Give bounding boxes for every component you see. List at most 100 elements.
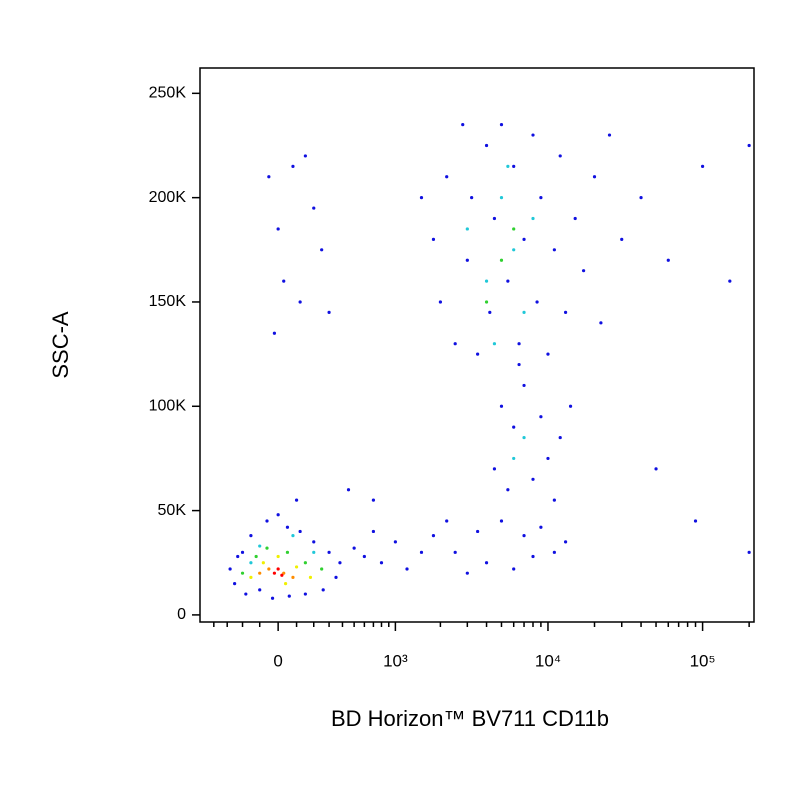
data-point bbox=[476, 352, 480, 356]
data-point bbox=[303, 154, 307, 158]
data-point bbox=[285, 550, 290, 554]
data-point bbox=[294, 498, 299, 502]
data-point bbox=[265, 519, 269, 523]
data-point bbox=[484, 143, 489, 148]
data-point bbox=[499, 258, 504, 262]
data-point bbox=[522, 383, 526, 388]
data-point bbox=[506, 164, 510, 168]
data-point bbox=[240, 571, 245, 575]
x-tick-label: 10⁵ bbox=[690, 651, 716, 670]
data-point bbox=[346, 488, 351, 492]
data-point bbox=[405, 567, 409, 571]
data-point bbox=[276, 554, 280, 559]
y-tick-label: 150K bbox=[149, 293, 187, 310]
data-point bbox=[303, 592, 307, 596]
data-point bbox=[512, 425, 516, 429]
data-point bbox=[267, 567, 271, 571]
data-point bbox=[327, 550, 331, 554]
data-point bbox=[517, 342, 521, 346]
data-point bbox=[249, 575, 253, 579]
data-point bbox=[338, 561, 342, 565]
data-point bbox=[312, 550, 316, 554]
data-point bbox=[352, 546, 356, 550]
data-point bbox=[291, 575, 295, 579]
data-point bbox=[291, 164, 295, 168]
data-point bbox=[320, 567, 324, 571]
data-point bbox=[265, 546, 269, 550]
data-point bbox=[607, 133, 612, 137]
data-point bbox=[512, 567, 516, 571]
data-point bbox=[522, 237, 526, 241]
data-point bbox=[267, 175, 271, 179]
y-tick-label: 100K bbox=[149, 397, 187, 414]
data-point bbox=[276, 227, 280, 231]
data-point bbox=[506, 488, 510, 492]
plot-frame bbox=[199, 67, 755, 623]
data-point bbox=[282, 571, 286, 575]
data-point bbox=[261, 561, 265, 565]
data-point bbox=[563, 310, 568, 314]
data-point bbox=[280, 573, 284, 577]
data-point bbox=[258, 544, 262, 548]
x-tick-label: 10³ bbox=[383, 651, 408, 670]
data-point bbox=[249, 534, 253, 538]
data-point bbox=[620, 237, 624, 241]
data-point bbox=[445, 519, 449, 523]
data-point bbox=[465, 258, 469, 262]
data-point bbox=[240, 550, 245, 554]
data-point bbox=[431, 237, 436, 241]
data-point bbox=[539, 196, 543, 200]
data-point bbox=[531, 477, 535, 481]
data-point bbox=[334, 575, 338, 579]
data-point bbox=[558, 154, 562, 158]
data-point bbox=[522, 310, 526, 314]
data-point bbox=[298, 529, 302, 534]
data-point bbox=[522, 534, 526, 538]
data-point bbox=[287, 594, 291, 598]
data-point bbox=[276, 567, 280, 571]
y-tick-label: 50K bbox=[158, 502, 187, 519]
data-point bbox=[499, 519, 504, 523]
data-point bbox=[484, 279, 489, 283]
data-point bbox=[233, 582, 237, 586]
data-point bbox=[371, 529, 376, 534]
data-point bbox=[539, 415, 543, 419]
data-point bbox=[747, 550, 751, 554]
data-point bbox=[445, 175, 449, 179]
data-point bbox=[573, 216, 577, 221]
data-point bbox=[568, 404, 573, 408]
data-point bbox=[499, 196, 504, 200]
data-point bbox=[431, 534, 436, 538]
data-point bbox=[283, 582, 288, 586]
data-point bbox=[298, 300, 302, 304]
data-point bbox=[254, 554, 258, 559]
data-point bbox=[285, 525, 290, 529]
data-point bbox=[522, 435, 526, 440]
data-point bbox=[552, 248, 556, 252]
data-point bbox=[552, 550, 556, 554]
data-point bbox=[272, 571, 277, 575]
data-point bbox=[654, 467, 658, 471]
x-tick-label: 0 bbox=[273, 651, 282, 670]
data-point bbox=[546, 456, 550, 461]
data-point bbox=[639, 196, 643, 200]
data-point bbox=[294, 565, 299, 569]
data-point bbox=[492, 467, 497, 471]
data-point bbox=[320, 248, 324, 252]
data-point bbox=[546, 352, 550, 356]
data-point bbox=[531, 554, 535, 559]
data-point bbox=[592, 175, 597, 179]
data-point bbox=[270, 596, 275, 600]
data-point bbox=[693, 519, 698, 523]
data-point bbox=[535, 300, 539, 304]
data-point bbox=[747, 143, 751, 148]
data-point bbox=[276, 513, 280, 517]
data-point bbox=[512, 227, 516, 231]
data-point bbox=[453, 342, 457, 346]
data-point bbox=[465, 571, 469, 575]
data-point bbox=[488, 310, 492, 314]
data-point bbox=[484, 561, 489, 565]
data-point bbox=[258, 571, 262, 575]
data-point bbox=[470, 196, 474, 200]
